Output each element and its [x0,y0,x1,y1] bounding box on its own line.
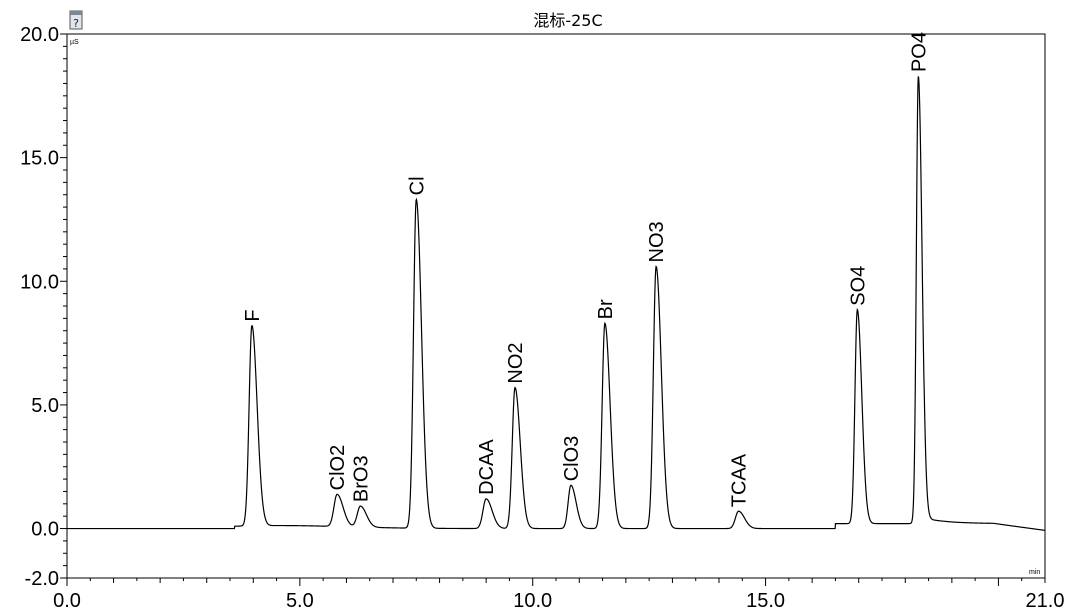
peak-label-dcaa: DCAA [476,439,498,495]
y-unit-label: µS [70,39,79,46]
x-unit-label: min [1029,569,1040,576]
peak-label-cl: Cl [406,176,428,195]
chromatogram-trace [67,76,1046,531]
chart-title: 混标-25C [533,11,602,30]
y-tick-label: 10.0 [20,271,59,293]
plot-frame [66,33,1046,579]
peak-label-f: F [242,309,264,321]
y-tick-label: 5.0 [31,395,59,417]
x-tick-label: 15.0 [746,590,785,612]
y-tick-label: 20.0 [20,24,59,46]
y-tick-label: 15.0 [20,148,59,170]
peak-label-clo2: ClO2 [327,445,349,491]
peak-label-br: Br [595,299,617,319]
peak-label-no2: NO2 [505,342,527,383]
peak-label-bro3: BrO3 [350,455,372,502]
y-tick-label: 0.0 [31,519,59,541]
peak-label-clo3: ClO3 [561,436,583,482]
peak-labels: F ClO2 BrO3 Cl DCAA NO2 ClO3 Br NO3 TCAA SO4 PO4 [242,32,930,507]
x-tick-label: 10.0 [513,590,552,612]
svg-text:?: ? [73,17,79,30]
x-axis: 0.0 5.0 10.0 15.0 21.0 [53,578,1064,612]
document-help-icon[interactable]: ? [69,10,83,30]
peak-label-no3: NO3 [646,221,668,262]
peak-label-po4: PO4 [908,32,930,72]
x-tick-label: 21.0 [1026,590,1065,612]
peak-label-tcaa: TCAA [729,453,751,507]
y-axis: -2.0 0.0 5.0 10.0 15.0 20.0 [20,24,67,590]
x-tick-label: 5.0 [286,590,314,612]
peak-label-so4: SO4 [847,266,869,306]
y-tick-label: -2.0 [25,568,59,590]
x-tick-label: 0.0 [53,590,81,612]
